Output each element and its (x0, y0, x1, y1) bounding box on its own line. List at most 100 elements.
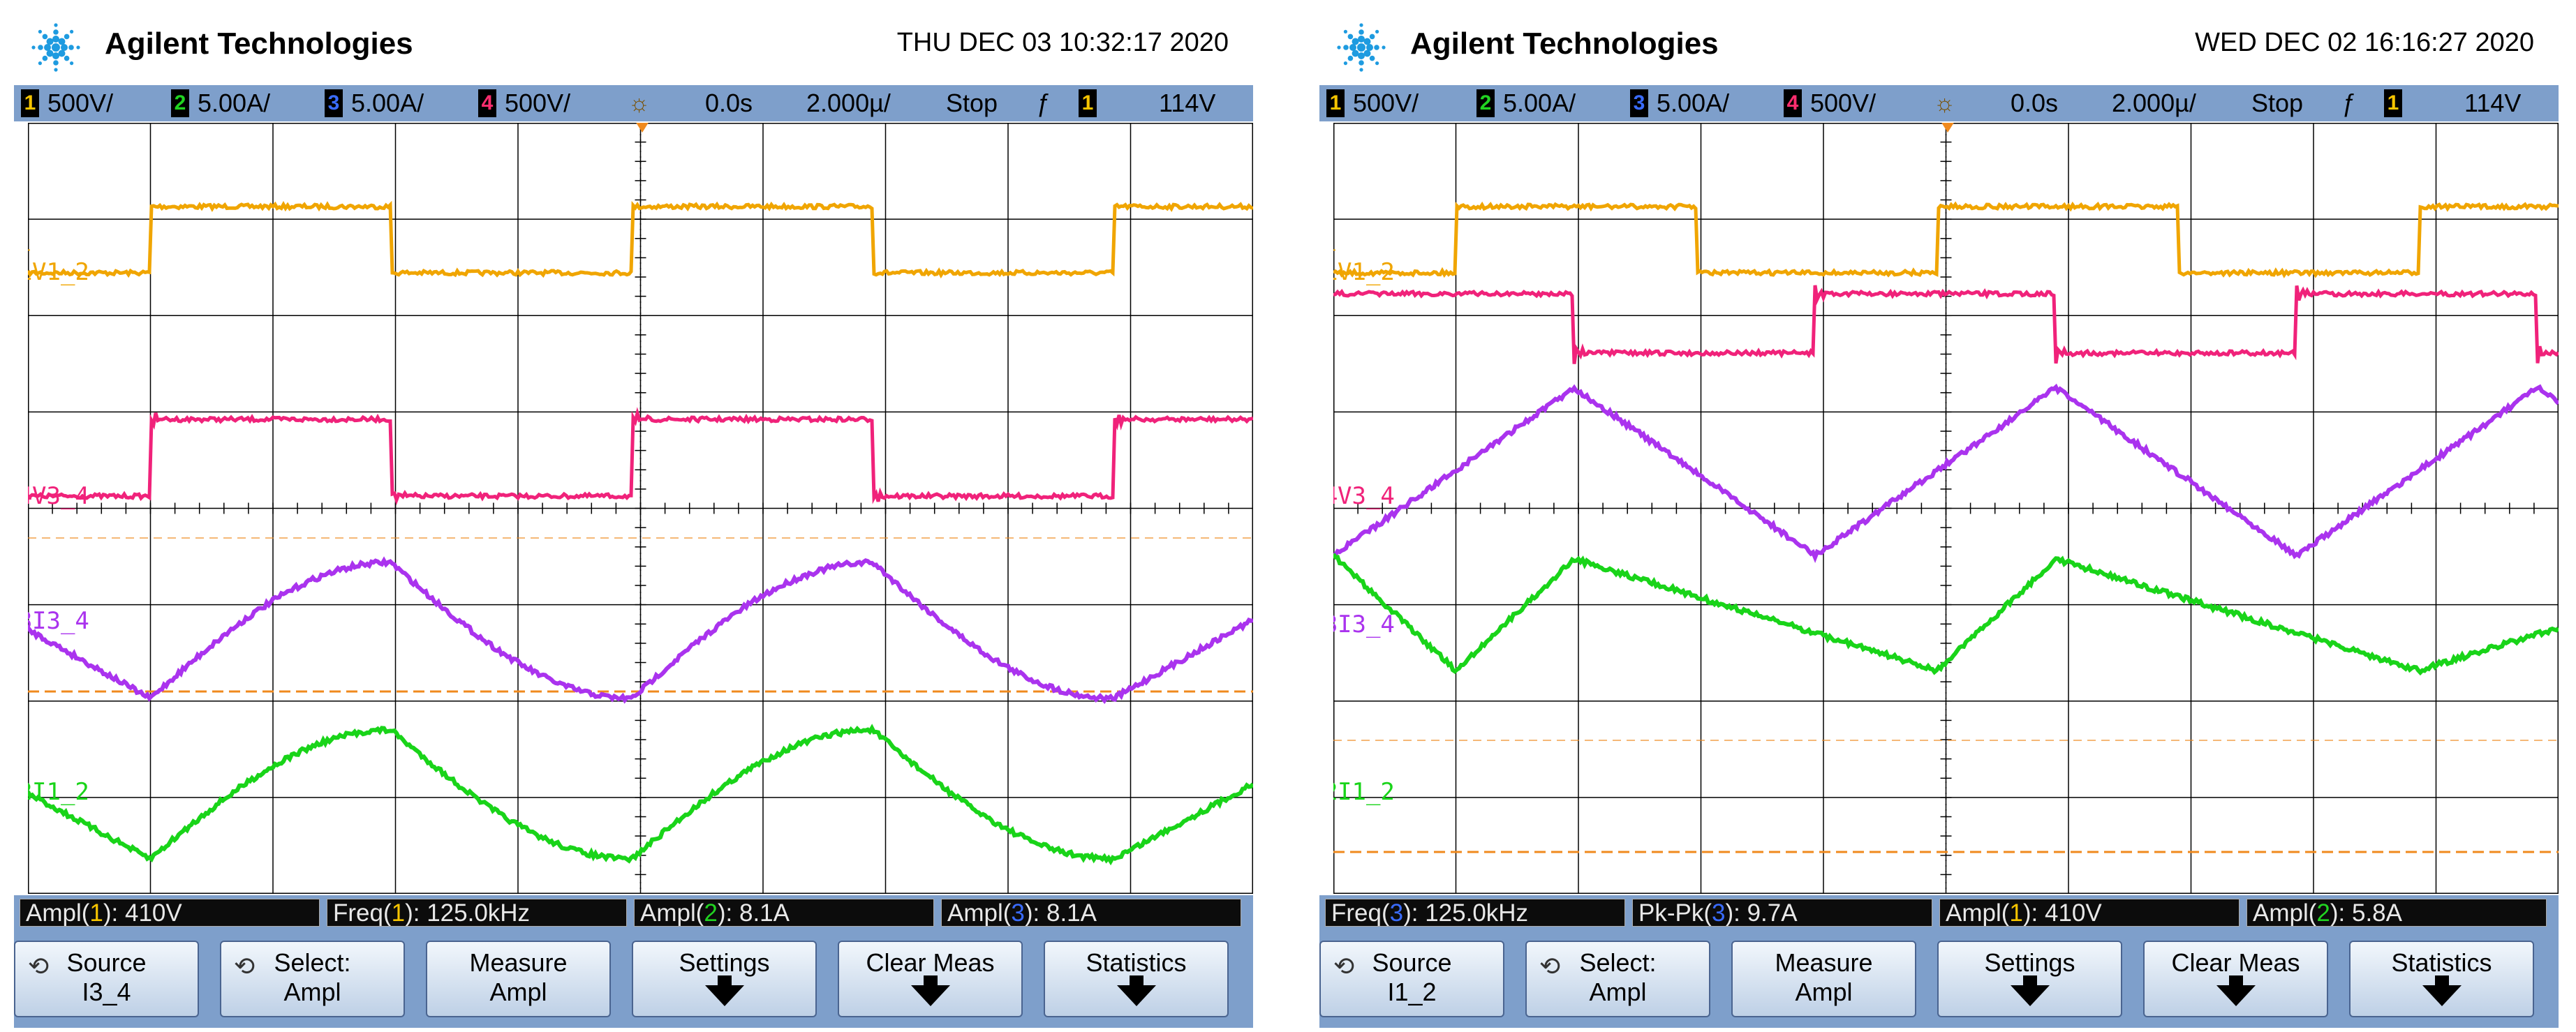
trigger-edge-icon: ƒ (2342, 89, 2357, 117)
brand-name: Agilent Technologies (1410, 27, 1719, 61)
delay-sun-icon: ☼ (1934, 90, 1956, 117)
measurement-cursors (1333, 740, 2559, 853)
ch4-badge: 4 (478, 89, 496, 117)
submenu-arrow-icon (910, 975, 950, 1006)
date-time: THU DEC 03 10:32:17 2020 (896, 28, 1229, 57)
ch4-ground-marker: 4 (1333, 482, 1338, 510)
label-v3-4: V3_4 (32, 482, 89, 510)
measurement-bar: Freq(3): 125.0kHz Pk-Pk(3): 9.7A Ampl(1)… (1319, 895, 2559, 930)
agilent-spark-logo-icon (1337, 23, 1386, 72)
ch4-scale[interactable]: 4 500V/ (478, 89, 570, 117)
trace-labels: 1 T V1_2 4 V3_4 3 I3_4 2 I1_2 (28, 246, 89, 806)
trace-labels: 1 T V1_2 4 V3_4 3 I3_4 2 I1_2 (1333, 246, 1395, 806)
ch3-scale-value: 5.00A/ (351, 89, 424, 117)
ch1-badge: 1 (1326, 89, 1345, 117)
measurement-1: Freq(3): 125.0kHz (1325, 899, 1625, 927)
brand-name: Agilent Technologies (105, 27, 413, 61)
ch2-scale[interactable]: 2 5.00A/ (171, 89, 270, 117)
rotate-knob-icon: ⟲ (1333, 952, 1355, 980)
run-state[interactable]: Stop (946, 89, 998, 117)
ch4-scale-value: 500V/ (505, 89, 571, 117)
ch4-scale-value: 500V/ (1810, 89, 1877, 117)
status-bar: 1 500V/ 2 5.00A/ 3 5.00A/ 4 500V/ ☼ 0.0s 2.0… (14, 85, 1253, 121)
ch2-scale-value: 5.00A/ (1503, 89, 1576, 117)
ch4-ground-marker: 4 (28, 482, 32, 510)
label-v3-4: V3_4 (1338, 482, 1395, 510)
label-i3-4: I3_4 (1338, 611, 1395, 638)
trigger-position-marker-icon (1941, 123, 1954, 133)
trigger-position-marker-icon (636, 123, 649, 133)
label-i1-2: I1_2 (1338, 778, 1395, 806)
run-state[interactable]: Stop (2251, 89, 2304, 117)
ch2-ground-marker: 2 (1333, 778, 1338, 806)
measurement-2: Freq(1): 125.0kHz (327, 899, 627, 927)
submenu-arrow-icon (2010, 975, 2050, 1006)
trigger-level[interactable]: 114V (2464, 89, 2522, 117)
rotate-knob-icon: ⟲ (1539, 952, 1561, 980)
measurement-3: Ampl(1): 410V (1939, 899, 2240, 927)
trigger-level-marker: T (28, 246, 30, 264)
submenu-arrow-icon (2216, 975, 2256, 1006)
softkey-select[interactable]: ⟲ Select: Ampl (1525, 941, 1710, 1017)
ch2-badge: 2 (171, 89, 189, 117)
measurement-2: Pk-Pk(3): 9.7A (1632, 899, 1932, 927)
horizontal-delay[interactable]: 0.0s (2011, 89, 2059, 117)
trigger-source-badge: 1 (2384, 89, 2402, 117)
trigger-level[interactable]: 114V (1159, 89, 1216, 117)
date-time: WED DEC 02 16:16:27 2020 (2195, 28, 2534, 57)
ch3-scale[interactable]: 3 5.00A/ (1630, 89, 1729, 117)
softkey-settings[interactable]: Settings (1937, 941, 2122, 1017)
softkey-statistics[interactable]: Statistics (2349, 941, 2534, 1017)
waveform-display[interactable]: 1 T V1_2 4 V3_4 3 I3_4 2 I1_2 (28, 123, 1253, 894)
label-i3-4: I3_4 (32, 607, 89, 635)
trigger-source[interactable]: 1 (1079, 89, 1105, 117)
ch2-scale-value: 5.00A/ (198, 89, 271, 117)
timebase[interactable]: 2.000µ/ (2112, 89, 2196, 117)
ch1-scale[interactable]: 1 500V/ (1326, 89, 1419, 117)
graticule-grid (28, 123, 1253, 894)
softkey-bar: ⟲ Source I1_2 ⟲ Select: Ampl Measure Ampl Set… (1319, 930, 2559, 1028)
ch1-scale[interactable]: 1 500V/ (21, 89, 113, 117)
ch2-scale[interactable]: 2 5.00A/ (1476, 89, 1576, 117)
ch3-ground-marker: 3 (1333, 611, 1338, 638)
softkey-clear-meas[interactable]: Clear Meas (2143, 941, 2328, 1017)
ch2-badge: 2 (1476, 89, 1495, 117)
softkey-source[interactable]: ⟲ Source I3_4 (14, 941, 199, 1017)
waveform-traces (1333, 201, 2559, 676)
softkey-measure[interactable]: Measure Ampl (426, 941, 611, 1017)
graticule-svg: 1 T V1_2 4 V3_4 3 I3_4 2 I1_2 (1333, 123, 2559, 894)
trigger-source[interactable]: 1 (2384, 89, 2411, 117)
softkey-measure[interactable]: Measure Ampl (1731, 941, 1916, 1017)
submenu-arrow-icon (1116, 975, 1156, 1006)
timebase[interactable]: 2.000µ/ (806, 89, 891, 117)
delay-sun-icon: ☼ (628, 90, 651, 117)
softkey-bar: ⟲ Source I3_4 ⟲ Select: Ampl Measure Ampl Set… (14, 930, 1253, 1028)
measurement-4: Ampl(3): 8.1A (941, 899, 1241, 927)
softkey-select[interactable]: ⟲ Select: Ampl (220, 941, 405, 1017)
ch2-ground-marker: 2 (28, 778, 32, 806)
submenu-arrow-icon (704, 975, 744, 1006)
graticule-svg: 1 T V1_2 4 V3_4 3 I3_4 2 I1_2 (28, 123, 1253, 894)
softkey-source[interactable]: ⟲ Source I1_2 (1319, 941, 1504, 1017)
waveform-traces (28, 200, 1253, 866)
ch1-scale-value: 500V/ (47, 89, 114, 117)
waveform-display[interactable]: 1 T V1_2 4 V3_4 3 I3_4 2 I1_2 (1333, 123, 2559, 894)
softkey-settings[interactable]: Settings (632, 941, 817, 1017)
header-bar: Agilent Technologies WED DEC 02 16:16:27… (1305, 0, 2562, 84)
ch4-scale[interactable]: 4 500V/ (1784, 89, 1876, 117)
ch3-scale[interactable]: 3 5.00A/ (325, 89, 424, 117)
ch3-scale-value: 5.00A/ (1657, 89, 1730, 117)
softkey-clear-meas[interactable]: Clear Meas (838, 941, 1023, 1017)
ch1-badge: 1 (21, 89, 39, 117)
label-i1-2: I1_2 (32, 778, 89, 806)
ch4-badge: 4 (1784, 89, 1802, 117)
submenu-arrow-icon (2422, 975, 2462, 1006)
label-v1-2: V1_2 (1338, 258, 1395, 286)
rotate-knob-icon: ⟲ (28, 952, 50, 980)
oscilloscope-screen-1: Agilent Technologies THU DEC 03 10:32:17… (0, 0, 1257, 1032)
softkey-statistics[interactable]: Statistics (1044, 941, 1229, 1017)
ch1-scale-value: 500V/ (1353, 89, 1419, 117)
measurement-1: Ampl(1): 410V (20, 899, 320, 927)
horizontal-delay[interactable]: 0.0s (705, 89, 753, 117)
oscilloscope-screen-2: Agilent Technologies WED DEC 02 16:16:27… (1305, 0, 2562, 1032)
